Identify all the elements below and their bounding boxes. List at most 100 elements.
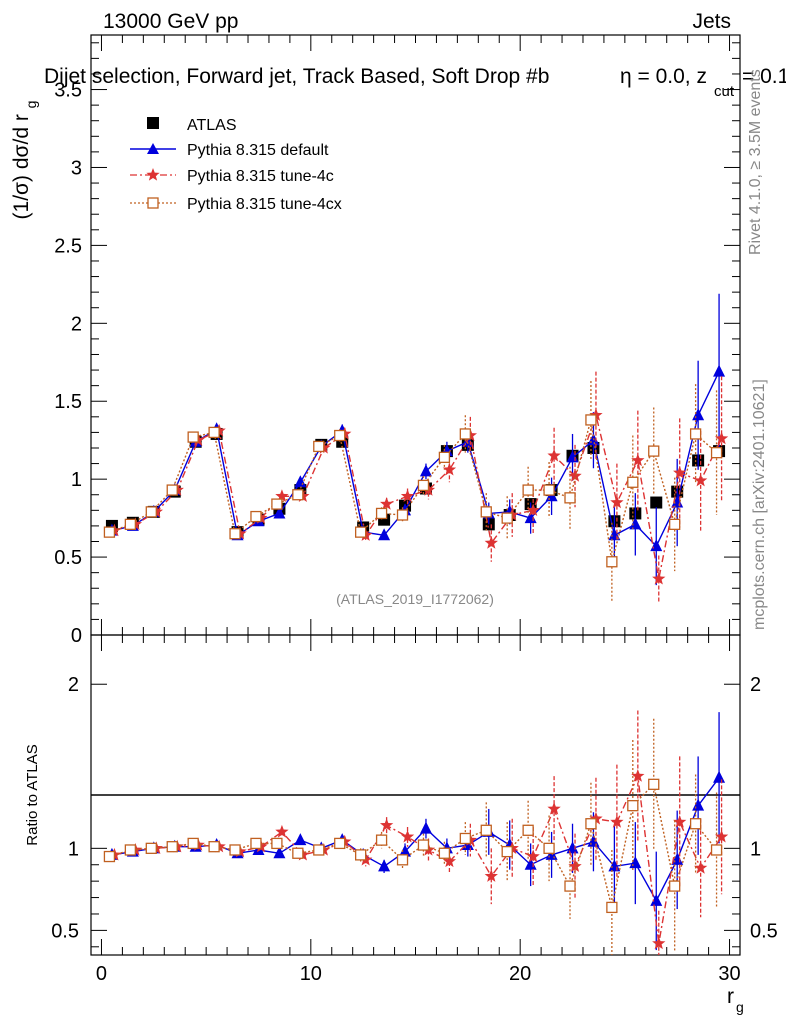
main-point bbox=[145, 506, 157, 518]
x-axis-label-sub: g bbox=[736, 999, 744, 1015]
ratio-point bbox=[689, 818, 702, 830]
main-point bbox=[294, 475, 307, 488]
main-y-tick-label: 1.5 bbox=[54, 391, 82, 413]
mcplots-label: mcplots.cern.ch [arXiv:2401.10621] bbox=[751, 379, 768, 630]
ratio-point bbox=[208, 841, 220, 853]
rivet-label: Rivet 4.1.0, ≥ 3.5M events bbox=[747, 69, 764, 255]
ratio-point bbox=[693, 861, 708, 874]
main-point bbox=[400, 489, 415, 502]
main-y-label-text: (1/σ) dσ/d r bbox=[10, 114, 33, 219]
main-point bbox=[166, 484, 178, 496]
ratio-point bbox=[103, 850, 116, 863]
main-point bbox=[271, 498, 283, 510]
main-point bbox=[396, 509, 409, 521]
main-point bbox=[673, 465, 687, 479]
ratio-point bbox=[442, 854, 457, 868]
main-point bbox=[124, 518, 137, 531]
ratio-y-tick-label: 0.5 bbox=[51, 920, 79, 942]
main-point bbox=[292, 489, 304, 501]
main-series-line bbox=[114, 412, 723, 580]
ratio-point bbox=[564, 880, 576, 892]
ratio-point bbox=[354, 849, 367, 861]
ratio-point bbox=[399, 844, 412, 857]
ratio-point bbox=[334, 837, 346, 850]
ratio-point bbox=[713, 770, 726, 783]
ratio-point bbox=[459, 832, 471, 845]
main-y-tick-label: 0.5 bbox=[54, 547, 82, 569]
ratio-point bbox=[438, 847, 451, 859]
plot-title-eq-2: = 0.1 bbox=[742, 65, 786, 88]
ratio-point bbox=[522, 824, 534, 836]
main-point bbox=[378, 528, 391, 541]
main-point bbox=[526, 503, 540, 516]
ratio-point bbox=[396, 854, 409, 866]
main-y-label: (1/σ) dσ/d r g bbox=[10, 101, 39, 220]
x-tick-label: 0 bbox=[96, 963, 107, 985]
ratio-point bbox=[526, 849, 540, 863]
ratio-point bbox=[145, 842, 157, 854]
svg-text:(1/σ) dσ/d r g: (1/σ) dσ/d r g bbox=[10, 101, 39, 220]
main-point bbox=[693, 473, 708, 487]
main-x-ticks bbox=[100, 35, 731, 955]
ratio-point bbox=[547, 801, 561, 815]
plot-title-sub: cut bbox=[714, 83, 735, 100]
main-point bbox=[710, 447, 723, 459]
ratio-point bbox=[714, 829, 729, 843]
main-point bbox=[208, 426, 220, 439]
legend-marker-tune4cx bbox=[147, 197, 159, 209]
main-point bbox=[187, 431, 199, 443]
legend-label-atlas: ATLAS bbox=[187, 117, 237, 134]
ratio-point bbox=[375, 834, 388, 846]
main-point bbox=[417, 479, 430, 492]
ratio-point bbox=[710, 844, 723, 856]
ratio-point bbox=[250, 837, 262, 850]
ratio-point bbox=[417, 839, 430, 851]
main-point bbox=[631, 453, 645, 467]
main-point bbox=[379, 497, 394, 510]
ratio-series-layer bbox=[103, 710, 729, 955]
plot-title-main: Dijet selection, Forward jet, Track Base… bbox=[44, 65, 549, 88]
main-y-tick-label: 2 bbox=[71, 313, 82, 335]
x-axis-label: r bbox=[727, 985, 734, 1008]
ratio-point bbox=[610, 815, 624, 828]
main-point bbox=[459, 428, 471, 440]
x-tick-label: 10 bbox=[300, 963, 322, 985]
main-y-tick-label: 3.5 bbox=[54, 80, 82, 102]
main-series-line bbox=[111, 371, 720, 548]
main-point bbox=[629, 517, 642, 530]
ratio-y-tick-label: 2 bbox=[68, 674, 79, 696]
ratio-point bbox=[669, 880, 681, 892]
main-point bbox=[564, 492, 576, 504]
ratio-y-tick-label-right: 2 bbox=[750, 674, 761, 696]
main-point bbox=[273, 506, 286, 519]
main-point bbox=[692, 408, 705, 421]
legend-label-tune4c: Pythia 8.315 tune-4c bbox=[187, 168, 334, 185]
main-y-tick-label: 1 bbox=[71, 469, 82, 491]
main-point bbox=[669, 518, 681, 531]
main-point bbox=[438, 451, 451, 463]
ratio-point bbox=[313, 844, 325, 856]
main-series-layer bbox=[103, 293, 729, 603]
main-point bbox=[480, 506, 492, 518]
main-point bbox=[103, 526, 116, 538]
main-point bbox=[484, 536, 498, 549]
main-point bbox=[648, 445, 660, 457]
legend-marker-atlas bbox=[147, 117, 159, 129]
main-point bbox=[568, 469, 582, 482]
main-point bbox=[501, 512, 513, 524]
ratio-point bbox=[271, 837, 283, 850]
main-point bbox=[419, 464, 432, 477]
analysis-watermark: (ATLAS_2019_I1772062) bbox=[336, 591, 494, 607]
ratio-point bbox=[166, 841, 178, 853]
main-point bbox=[713, 364, 726, 377]
main-point bbox=[543, 484, 555, 496]
ratio-point bbox=[187, 837, 199, 850]
main-point bbox=[313, 440, 325, 453]
ratio-point bbox=[378, 859, 391, 872]
ratio-point bbox=[419, 821, 432, 834]
ratio-point bbox=[379, 818, 394, 832]
ratio-point bbox=[124, 844, 137, 856]
main-point bbox=[375, 507, 388, 520]
ratio-point bbox=[480, 824, 492, 836]
main-point bbox=[522, 484, 534, 496]
